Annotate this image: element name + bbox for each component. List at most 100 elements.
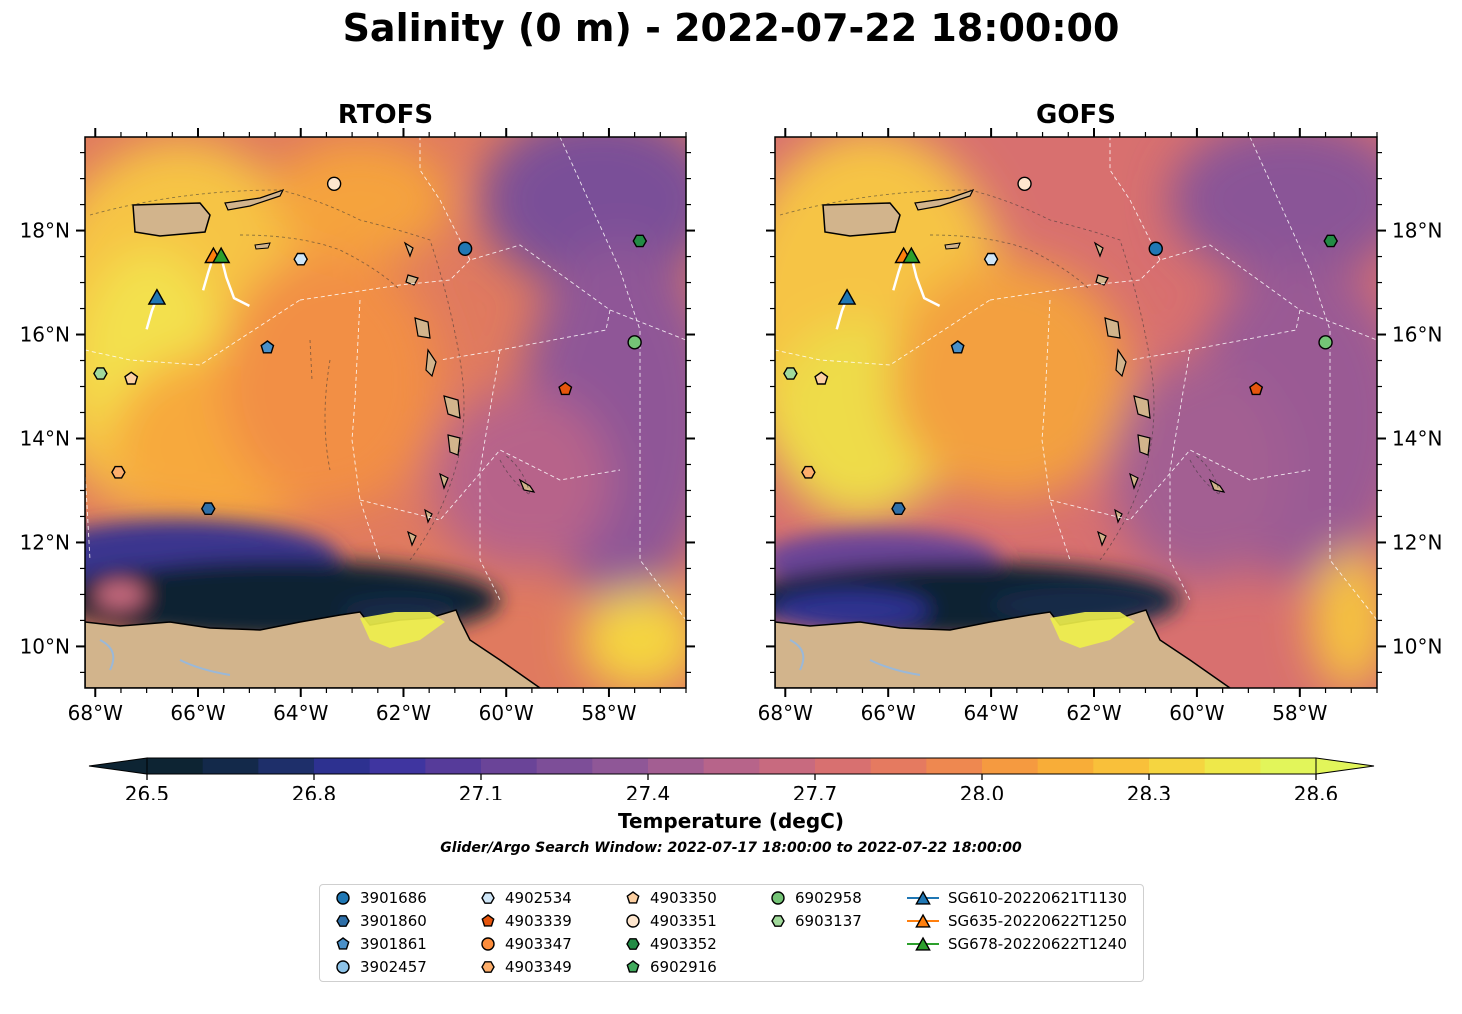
colorbar-tick-label: 26.5: [125, 782, 170, 800]
glider-track-SG678-20220622T1240: [910, 256, 941, 308]
legend-marker: [771, 915, 785, 927]
maps-svg: 68°W 66°W 64°W 62°W 60°W 58°W 18°N 16°N 14°N 12°N…: [20, 128, 1442, 800]
float-marker-3901860: [891, 502, 906, 515]
legend-label: 4903351: [650, 912, 717, 930]
colorbar-bin: [759, 758, 816, 774]
lon-tick-label: 58°W: [1272, 701, 1327, 725]
legend-item-6903137: 6903137: [769, 910, 862, 932]
legend-item-4903339: 4903339: [479, 910, 572, 932]
colorbar-extend-max: [1315, 757, 1375, 775]
legend-marker: [336, 960, 350, 974]
lat-tick-label: 14°N: [20, 426, 70, 450]
colorbar-bin: [1149, 758, 1206, 774]
search-window-caption: Glider/Argo Search Window: 2022-07-17 18…: [440, 840, 1022, 856]
legend-label: 3902457: [360, 958, 427, 976]
glider-marker-SG678-20220622T1240: [211, 246, 231, 264]
float-marker-6903137: [783, 367, 798, 380]
float-marker-6903137: [93, 367, 108, 380]
lat-tick-label: 10°N: [20, 634, 70, 658]
legend-symbol: [481, 937, 495, 951]
colorbar-tick-label: 28.0: [960, 782, 1005, 800]
colorbar-bin: [1204, 758, 1261, 774]
legend-item-4903350: 4903350: [624, 887, 717, 909]
lon-tick-label: 68°W: [758, 701, 813, 725]
float-marker-4903349: [801, 465, 816, 479]
glider-marker-SG610-20220621T1130: [837, 288, 857, 305]
glider-marker-SG678-20220622T1240: [902, 246, 921, 264]
float-marker-4903351: [1017, 176, 1032, 191]
legend-item-SG610-20220621T1130: SG610-20220621T1130: [906, 887, 1127, 909]
legend-symbol: [481, 961, 495, 973]
colorbar-bin: [648, 758, 705, 774]
colorbar-bin: [592, 758, 649, 774]
legend-symbol: [626, 960, 640, 973]
legend-item-3902457: 3902457: [334, 956, 427, 978]
legend-item-4902534: 4902534: [479, 887, 572, 909]
float-marker-3901686: [457, 241, 473, 256]
legend-marker: [626, 891, 640, 904]
float-marker-4903350: [814, 371, 829, 385]
float-marker-3901860: [200, 502, 216, 515]
legend-item-SG635-20220622T1250: SG635-20220622T1250: [906, 910, 1127, 932]
float-marker-4903352: [1323, 234, 1339, 248]
colorbar-bin: [926, 758, 983, 774]
colorbar-bin: [314, 758, 371, 774]
lon-tick-label: 66°W: [861, 701, 916, 725]
legend-symbol: [626, 938, 640, 950]
legend-symbol: [907, 913, 939, 928]
legend-symbol: [336, 960, 350, 974]
legend-label: SG635-20220622T1250: [948, 912, 1127, 930]
colorbar-bin: [870, 758, 927, 774]
colorbar-bin: [1093, 758, 1150, 774]
colorbar-bin: [703, 758, 760, 774]
legend-item-6902916: 6902916: [624, 956, 717, 978]
legend-label: 4903339: [505, 912, 572, 930]
float-marker-6902958: [627, 335, 642, 350]
legend-symbol: [626, 914, 640, 928]
colorbar-bin: [815, 758, 872, 774]
panel-title-rtofs: RTOFS: [337, 100, 434, 130]
legend-item-6902958: 6902958: [769, 887, 862, 909]
lon-tick-label: 60°W: [479, 701, 534, 725]
legend-label: 4902534: [505, 889, 572, 907]
legend-label: 3901861: [360, 935, 427, 953]
legend-marker: [626, 960, 640, 973]
float-marker-3901686: [1148, 241, 1163, 256]
float-marker-4902534: [983, 252, 999, 266]
legend-label: SG610-20220621T1130: [948, 889, 1127, 907]
colorbar-tick-label: 27.7: [793, 782, 838, 800]
legend-item-3901860: 3901860: [334, 910, 427, 932]
colorbar-bin: [982, 758, 1039, 774]
float-marker-3901861: [950, 340, 965, 354]
legend-marker: [481, 914, 495, 927]
colorbar-tick-label: 27.1: [459, 782, 504, 800]
legend-label: 6902958: [795, 889, 862, 907]
lon-tick-label: 64°W: [273, 701, 328, 725]
legend-marker: [481, 937, 495, 951]
lat-tick-label: 12°N: [1392, 530, 1442, 554]
rtofs-field: [85, 137, 686, 688]
legend-item-SG678-20220622T1240: SG678-20220622T1240: [906, 933, 1127, 955]
float-marker-6902958: [1318, 335, 1333, 350]
legend-label: 6903137: [795, 912, 862, 930]
lon-tick-label: 68°W: [68, 701, 123, 725]
lon-tick-label: 64°W: [963, 701, 1018, 725]
legend-label: 3901686: [360, 889, 427, 907]
colorbar-bin: [481, 758, 538, 774]
legend-label: 6902916: [650, 958, 717, 976]
colorbar-bin: [425, 758, 482, 774]
legend-marker: [771, 891, 785, 905]
legend-item-3901686: 3901686: [334, 887, 427, 909]
legend-item-4903352: 4903352: [624, 933, 717, 955]
lon-tick-label: 66°W: [170, 701, 225, 725]
lat-tick-label: 16°N: [20, 323, 70, 347]
legend-symbol: [481, 914, 495, 927]
legend-marker: [626, 938, 640, 950]
figure-title: Salinity (0 m) - 2022-07-22 18:00:00: [342, 6, 1120, 50]
float-marker-4903349: [111, 465, 126, 479]
legend-marker: [336, 915, 350, 927]
lon-tick-label: 62°W: [376, 701, 431, 725]
float-marker-4902534: [293, 252, 309, 266]
legend-label: 3901860: [360, 912, 427, 930]
